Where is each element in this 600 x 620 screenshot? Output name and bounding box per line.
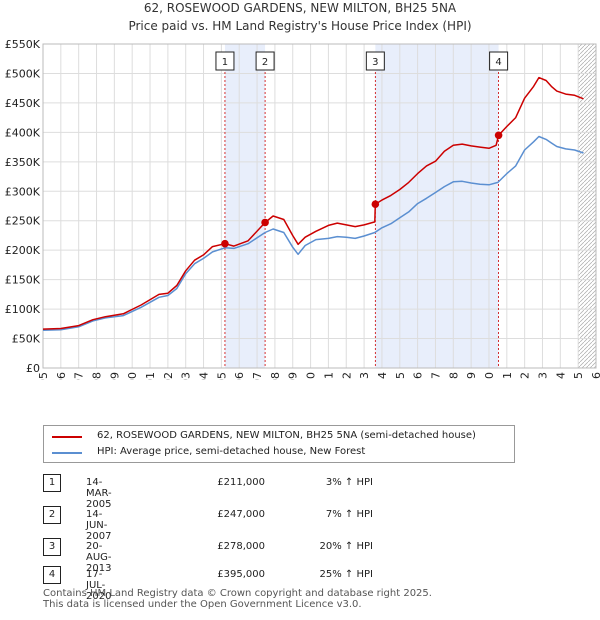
y-tick-label: £250K bbox=[5, 215, 41, 228]
copyright-notice: Contains HM Land Registry data © Crown c… bbox=[43, 588, 432, 599]
transaction-number: 2 bbox=[43, 506, 61, 524]
x-tick-label: 1999 bbox=[108, 372, 121, 380]
transaction-price: £211,000 bbox=[217, 477, 265, 488]
transaction-price: £278,000 bbox=[217, 541, 265, 552]
transaction-hpi: 20% ↑ HPI bbox=[319, 541, 373, 552]
x-tick-label: 2013 bbox=[358, 372, 371, 380]
x-tick-label: 2009 bbox=[287, 372, 300, 380]
sale-label: 2 bbox=[262, 57, 268, 68]
sale-label-box bbox=[215, 51, 235, 71]
x-tick-label: 2024 bbox=[554, 372, 567, 380]
transaction-price: £247,000 bbox=[217, 509, 265, 520]
x-tick-label: 2005 bbox=[215, 372, 228, 380]
transaction-number: 4 bbox=[43, 566, 61, 584]
transaction-date: 20-AUG-2013 bbox=[86, 541, 112, 574]
shaded-period bbox=[375, 44, 499, 368]
y-tick-label: £200K bbox=[5, 244, 41, 257]
sale-label-box bbox=[365, 51, 385, 71]
x-tick-label: 2023 bbox=[536, 372, 549, 380]
shaded-periods bbox=[224, 44, 596, 368]
x-tick-label: 2014 bbox=[376, 372, 389, 380]
x-tick-label: 2004 bbox=[198, 372, 211, 380]
transaction-number: 3 bbox=[43, 538, 61, 556]
x-tick-label: 2000 bbox=[126, 372, 139, 380]
y-tick-label: £500K bbox=[5, 67, 41, 80]
sale-point bbox=[261, 218, 269, 227]
sale-label: 4 bbox=[495, 57, 501, 68]
x-tick-label: 2022 bbox=[519, 372, 532, 380]
transaction-hpi: 3% ↑ HPI bbox=[325, 477, 373, 488]
legend: 62, ROSEWOOD GARDENS, NEW MILTON, BH25 5… bbox=[43, 425, 515, 463]
y-tick-label: £150K bbox=[5, 274, 41, 287]
legend-label-property: 62, ROSEWOOD GARDENS, NEW MILTON, BH25 5… bbox=[97, 430, 476, 441]
transaction-date: 14-JUN-2007 bbox=[86, 509, 112, 542]
series-line bbox=[42, 135, 584, 332]
x-tick-label: 2025 bbox=[572, 372, 585, 380]
x-tick-label: 2006 bbox=[233, 372, 246, 380]
legend-swatch-hpi bbox=[52, 452, 82, 454]
sale-point bbox=[494, 131, 503, 140]
chart-title: 62, ROSEWOOD GARDENS, NEW MILTON, BH25 5… bbox=[143, 1, 457, 15]
y-axis-ticks: £0 £50K £100K £150K £200K £250K £300K £350K £400… bbox=[5, 38, 41, 375]
transaction-number: 1 bbox=[43, 474, 61, 492]
transaction-price: £395,000 bbox=[217, 569, 265, 580]
licence-notice: This data is licensed under the Open Gov… bbox=[43, 599, 362, 610]
x-tick-label: 1998 bbox=[91, 372, 104, 380]
sale-label-box bbox=[255, 51, 275, 71]
x-tick-label: 2011 bbox=[322, 372, 335, 380]
x-tick-label: 2007 bbox=[251, 372, 264, 380]
x-tick-label: 2008 bbox=[269, 372, 282, 380]
x-tick-label: 2020 bbox=[483, 372, 496, 380]
series-lines bbox=[42, 76, 584, 332]
sale-label-box bbox=[489, 51, 509, 71]
plot-area bbox=[42, 43, 597, 369]
x-tick-label: 2026 bbox=[590, 372, 600, 380]
y-tick-label: £100K bbox=[5, 303, 41, 316]
x-tick-label: 2021 bbox=[501, 372, 514, 380]
x-tick-label: 2015 bbox=[394, 372, 407, 380]
y-tick-label: £300K bbox=[5, 185, 41, 198]
y-tick-label: £0 bbox=[26, 362, 40, 375]
transaction-hpi: 25% ↑ HPI bbox=[319, 569, 373, 580]
x-tick-label: 2017 bbox=[429, 372, 442, 380]
series-line bbox=[42, 76, 584, 330]
sale-markers: 1 2 3 4 bbox=[215, 51, 509, 248]
sale-label: 1 bbox=[222, 57, 228, 68]
x-tick-label: 2016 bbox=[412, 372, 425, 380]
sale-point bbox=[371, 200, 380, 209]
x-tick-label: 2002 bbox=[162, 372, 175, 380]
x-tick-label: 2010 bbox=[305, 372, 318, 380]
gridlines bbox=[42, 43, 597, 369]
x-tick-label: 1996 bbox=[55, 372, 68, 380]
x-axis-ticks: 1995 1996 1997 1998 1999 2000 2001 2002 2003 2004… bbox=[37, 372, 600, 380]
transaction-date: 17-JUL-2020 bbox=[86, 569, 112, 602]
sale-point bbox=[221, 239, 229, 248]
x-tick-label: 1997 bbox=[73, 372, 86, 380]
y-tick-label: £450K bbox=[5, 97, 41, 110]
legend-swatch-property bbox=[52, 436, 82, 438]
chart-subtitle: Price paid vs. HM Land Registry's House … bbox=[128, 19, 472, 33]
y-tick-label: £550K bbox=[5, 38, 41, 51]
y-tick-label: £350K bbox=[5, 156, 41, 169]
x-tick-label: 2001 bbox=[144, 372, 157, 380]
x-tick-label: 2003 bbox=[180, 372, 193, 380]
x-tick-label: 1995 bbox=[37, 372, 50, 380]
y-tick-label: £400K bbox=[5, 126, 41, 139]
x-tick-label: 2012 bbox=[340, 372, 353, 380]
transaction-date: 14-MAR-2005 bbox=[86, 477, 112, 510]
legend-label-hpi: HPI: Average price, semi-detached house,… bbox=[97, 446, 366, 457]
shaded-period bbox=[224, 44, 266, 368]
sale-label: 3 bbox=[372, 57, 378, 68]
x-tick-label: 2019 bbox=[465, 372, 478, 380]
y-tick-label: £50K bbox=[12, 333, 41, 346]
x-tick-label: 2018 bbox=[447, 372, 460, 380]
price-chart: £0 £50K £100K £150K £200K £250K £300K £350K £400… bbox=[5, 38, 600, 380]
transaction-hpi: 7% ↑ HPI bbox=[325, 509, 373, 520]
forecast-hatch bbox=[578, 44, 596, 368]
